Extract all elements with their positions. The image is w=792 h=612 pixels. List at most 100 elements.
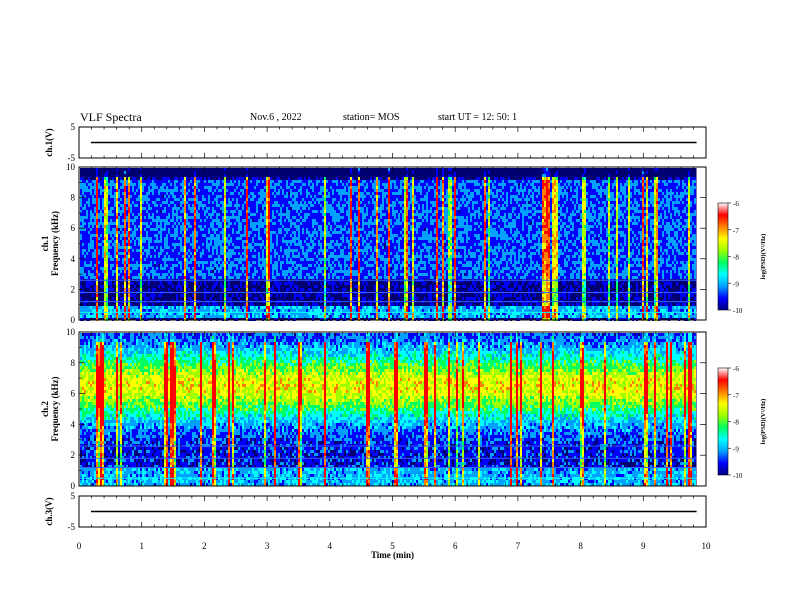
spectrogram-cell	[530, 216, 532, 219]
spectrogram-cell	[478, 201, 480, 204]
spectrogram-cell	[686, 189, 688, 192]
spectrogram-cell	[344, 195, 346, 198]
spectrogram-cell	[354, 195, 356, 198]
spectrogram-cell	[568, 183, 570, 186]
spectrogram-cell	[654, 186, 656, 189]
spectrogram-cell	[328, 219, 330, 222]
spectrogram-cell	[504, 213, 506, 216]
spectrogram-cell	[162, 183, 164, 186]
spectrogram-cell	[686, 201, 688, 204]
spectrogram-cell	[200, 198, 202, 201]
spectrogram-cell	[154, 195, 156, 198]
spectrogram-cell	[462, 186, 464, 189]
spectrogram-cell	[624, 216, 626, 219]
spectrogram-cell	[340, 216, 342, 219]
spectrogram-cell	[130, 198, 132, 201]
spectrogram-cell	[214, 210, 216, 213]
spectrogram-cell	[320, 204, 322, 207]
spectrogram-cell	[514, 186, 516, 189]
spectrogram-cell	[534, 222, 536, 225]
spectrogram-cell	[404, 219, 406, 222]
spectrogram-cell	[494, 183, 496, 186]
spectrogram-cell	[572, 222, 574, 225]
spectrogram-cell	[374, 204, 376, 207]
spectrogram-cell	[358, 180, 360, 183]
spectrogram-cell	[386, 213, 388, 216]
spectrogram-cell	[278, 198, 280, 201]
spectrogram-cell	[650, 216, 652, 219]
spectrogram-cell	[366, 204, 368, 207]
spectrogram-cell	[352, 207, 354, 210]
spectrogram-cell	[520, 183, 522, 186]
spectrogram-cell	[392, 216, 394, 219]
spectrogram-cell	[644, 219, 646, 222]
spectrogram-cell	[400, 207, 402, 210]
spectrogram-cell	[434, 222, 436, 225]
spectrogram-cell	[330, 222, 332, 225]
spectrogram-cell	[510, 180, 512, 183]
spectrogram-cell	[652, 189, 654, 192]
spectrogram-cell	[630, 195, 632, 198]
spectrogram-cell	[396, 201, 398, 204]
spectrogram-cell	[250, 213, 252, 216]
spectrogram-cell	[692, 216, 694, 219]
spectrogram-cell	[492, 222, 494, 225]
spectrogram-cell	[634, 180, 636, 183]
spectrogram-cell	[240, 195, 242, 198]
spectrogram-cell	[540, 213, 542, 216]
spectrogram-cell	[424, 219, 426, 222]
spectrogram-cell	[214, 195, 216, 198]
spectrogram-cell	[178, 192, 180, 195]
spectrogram-cell	[598, 216, 600, 219]
spectrogram-cell	[504, 210, 506, 213]
spectrogram-cell	[454, 189, 456, 192]
spectrogram-cell	[406, 210, 408, 213]
spectrogram-cell	[610, 201, 612, 204]
spectrogram-cell	[214, 186, 216, 189]
spectrogram-cell	[368, 192, 370, 195]
spectrogram-cell	[240, 183, 242, 186]
spectrogram-cell	[224, 186, 226, 189]
spectrogram-cell	[560, 180, 562, 183]
spectrogram-cell	[642, 210, 644, 213]
spectrogram-cell	[166, 207, 168, 210]
spectrogram-cell	[686, 210, 688, 213]
spectrogram-cell	[596, 210, 598, 213]
spectrogram-cell	[232, 198, 234, 201]
spectrogram-cell	[376, 189, 378, 192]
spectrogram-cell	[598, 183, 600, 186]
spectrogram-cell	[414, 219, 416, 222]
spectrogram-cell	[614, 222, 616, 225]
spectrogram-cell	[512, 192, 514, 195]
spectrogram-cell	[430, 210, 432, 213]
spectrogram-cell	[142, 201, 144, 204]
spectrogram-cell	[414, 186, 416, 189]
spectrogram-cell	[528, 219, 530, 222]
spectrogram-cell	[340, 222, 342, 225]
spectrogram-cell	[340, 219, 342, 222]
spectrogram-cell	[678, 180, 680, 183]
spectrogram-cell	[252, 201, 254, 204]
spectrogram-cell	[304, 204, 306, 207]
spectrogram-cell	[574, 195, 576, 198]
spectrogram-cell	[288, 177, 290, 180]
spectrogram-cell	[350, 168, 352, 171]
spectrogram-cell	[246, 168, 248, 171]
spectrogram-cell	[462, 192, 464, 195]
spectrogram-cell	[270, 213, 272, 216]
spectrogram-cell	[384, 219, 386, 222]
spectrogram-cell	[638, 189, 640, 192]
spectrogram-cell	[430, 207, 432, 210]
spectrogram-cell	[464, 183, 466, 186]
spectrogram-cell	[386, 201, 388, 204]
spectrogram-cell	[518, 204, 520, 207]
spectrogram-cell	[540, 189, 542, 192]
spectrogram-cell	[684, 192, 686, 195]
spectrogram-cell	[496, 213, 498, 216]
spectrogram-cell	[182, 180, 184, 183]
spectrogram-cell	[158, 219, 160, 222]
spectrogram-cell	[364, 207, 366, 210]
spectrogram-cell	[300, 210, 302, 213]
spectrogram-cell	[570, 192, 572, 195]
spectrogram-cell	[310, 180, 312, 183]
